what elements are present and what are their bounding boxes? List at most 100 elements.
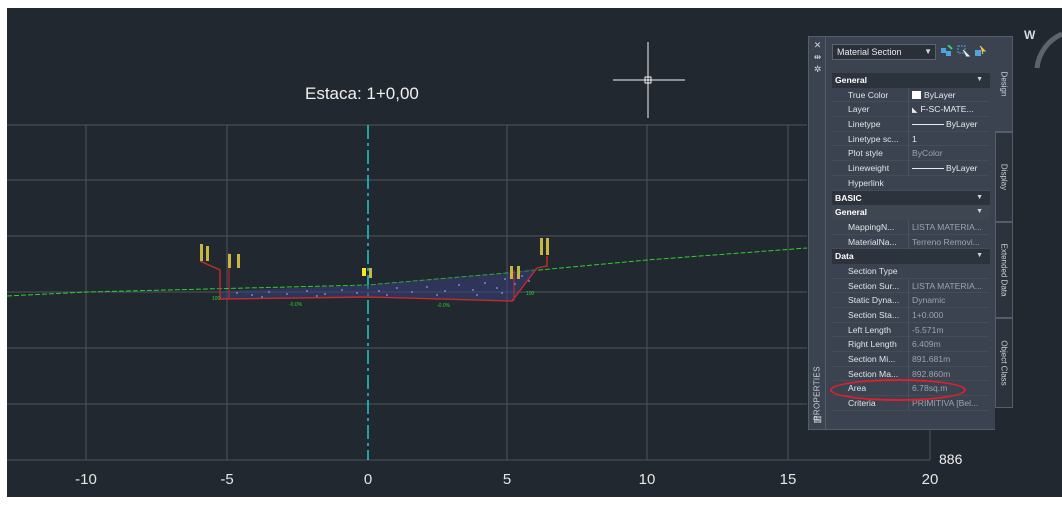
x-tick-label: 5 <box>502 471 512 488</box>
quick-select-icon[interactable] <box>974 45 987 57</box>
svg-text:-0.0%: -0.0% <box>437 303 451 309</box>
property-name: Criteria <box>848 398 876 409</box>
property-row[interactable]: Linetype ByLayer <box>832 117 990 132</box>
design-section <box>199 256 548 302</box>
property-name: Section Sta... <box>848 310 900 320</box>
property-row[interactable]: MappingN... LISTA MATERIA... <box>832 219 990 235</box>
property-value[interactable]: 892.860m <box>908 366 990 382</box>
collapse-chevron-icon[interactable]: ▼ <box>976 76 983 83</box>
pin-icon[interactable]: ⇹ <box>813 53 822 63</box>
property-value[interactable]: ◣ F-SC-MATE... <box>908 102 990 120</box>
property-value[interactable]: 891.681m <box>908 352 990 367</box>
property-name: True Color <box>848 89 889 100</box>
property-row[interactable]: Static Dyna... Dynamic <box>832 293 990 309</box>
category-basic[interactable]: BASIC ▼ <box>832 190 990 206</box>
property-row[interactable]: Left Length -5.571m <box>832 322 990 338</box>
x-tick-label: -10 <box>75 471 97 488</box>
property-row[interactable]: Right Length 6.409m <box>832 337 990 353</box>
collapse-chevron-icon[interactable]: ▼ <box>976 252 983 260</box>
tab-design[interactable]: Design <box>995 36 1013 132</box>
property-row[interactable]: MaterialNa... Terreno Removi... <box>832 234 990 250</box>
property-row[interactable]: Section Sur... LISTA MATERIA... <box>832 278 990 294</box>
collapse-chevron-icon[interactable]: ▼ <box>976 193 983 201</box>
property-value[interactable]: 1 <box>908 131 990 147</box>
property-row[interactable]: Section Type <box>832 264 990 279</box>
x-tick-label: 20 <box>921 471 939 488</box>
tab-object-class[interactable]: Object Class <box>995 318 1013 408</box>
property-value[interactable]: Dynamic <box>908 293 990 309</box>
property-row[interactable]: Lineweight ByLayer <box>832 161 990 176</box>
svg-text:100: 100 <box>212 296 221 302</box>
properties-palette[interactable]: ✕ ⇹ ✲ PROPERTIES ▤ Material Section ▼ Ge… <box>808 36 1013 430</box>
area-highlight-annotation <box>830 379 966 401</box>
collapse-chevron-icon[interactable]: ▼ <box>976 208 983 216</box>
linetype-preview <box>912 124 944 126</box>
property-row[interactable]: Section Sta... 1+0.000 <box>832 308 990 323</box>
crosshair-cursor <box>613 42 685 118</box>
x-tick-label: 15 <box>779 471 797 488</box>
object-type-select[interactable]: Material Section ▼ <box>832 44 936 60</box>
category-general[interactable]: General ▼ <box>832 73 990 88</box>
property-row[interactable]: Hyperlink <box>832 176 990 191</box>
property-row[interactable]: Criteria PRIMITIVA [Bel... <box>832 396 990 411</box>
property-name: Lineweight <box>848 163 890 174</box>
toggle-pickadd-icon[interactable] <box>940 45 953 57</box>
property-name: Static Dyna... <box>848 295 900 306</box>
color-swatch <box>912 91 921 100</box>
property-row[interactable]: Layer ◣ F-SC-MATE... <box>832 102 990 120</box>
property-name: Left Length <box>848 324 892 335</box>
palette-bottom-icon[interactable]: ▤ <box>813 415 822 425</box>
property-value[interactable]: ByLayer <box>908 117 990 132</box>
property-name: Hyperlink <box>848 177 884 188</box>
chevron-down-icon: ▼ <box>924 47 932 56</box>
palette-title-strip[interactable]: ✕ ⇹ ✲ PROPERTIES ▤ <box>808 36 832 430</box>
property-name: Section Sur... <box>848 280 900 291</box>
property-name: Linetype sc... <box>848 133 899 144</box>
palette-body: Material Section ▼ General ▼ True Color B… <box>826 36 995 430</box>
property-value[interactable]: 1+0.000 <box>908 308 990 323</box>
property-value[interactable]: ByLayer <box>908 161 990 176</box>
material-area <box>220 268 537 301</box>
x-tick-label: 10 <box>638 471 656 488</box>
x-tick-label: 0 <box>363 471 373 488</box>
property-row[interactable]: Plot style ByColor <box>832 146 990 162</box>
property-name: MappingN... <box>848 221 895 232</box>
tab-display[interactable]: Display <box>995 132 1013 222</box>
property-value[interactable]: ByLayer <box>908 87 990 103</box>
property-value[interactable]: 6.409m <box>908 337 990 353</box>
property-value[interactable]: -5.571m <box>908 322 990 338</box>
property-value[interactable]: LISTA MATERIA... <box>908 278 990 294</box>
svg-text:100: 100 <box>526 291 535 297</box>
property-value[interactable]: Terreno Removi... <box>908 234 990 250</box>
svg-text:-0.0%: -0.0% <box>289 302 303 308</box>
property-value[interactable]: ByColor <box>908 146 990 162</box>
property-name: Plot style <box>848 148 883 159</box>
cross-section-drawing[interactable]: 100 -0.0% -0.0% 100 <box>7 8 1062 497</box>
lineweight-preview <box>912 168 944 170</box>
settings-icon[interactable]: ✲ <box>813 65 822 75</box>
category-data[interactable]: Data ▼ <box>832 249 990 264</box>
property-row[interactable]: Section Mi... 891.681m <box>832 352 990 367</box>
property-name: Layer <box>848 104 870 115</box>
material-dots <box>236 275 530 298</box>
annotation-markers: 100 -0.0% -0.0% 100 <box>200 238 549 309</box>
property-value[interactable]: PRIMITIVA [Bel... <box>908 396 990 411</box>
category-general-basic[interactable]: General ▼ <box>832 205 990 220</box>
property-row[interactable]: True Color ByLayer <box>832 87 990 103</box>
x-tick-label: -5 <box>220 471 234 488</box>
property-name: Section Mi... <box>848 354 896 365</box>
layer-icon: ◣ <box>912 107 918 115</box>
elevation-label: 886 <box>939 451 963 467</box>
tab-extended-data[interactable]: Extended Data <box>995 222 1013 318</box>
property-row[interactable]: Linetype sc... 1 <box>832 131 990 147</box>
property-name: Section Type <box>848 265 898 276</box>
property-value[interactable]: LISTA MATERIA... <box>908 219 990 235</box>
property-name: Right Length <box>848 339 897 350</box>
property-list: General ▼ True Color ByLayer Layer ◣ F-SC-… <box>832 73 990 411</box>
viewcube-ring <box>1034 31 1062 69</box>
select-objects-icon[interactable] <box>957 45 970 57</box>
close-icon[interactable]: ✕ <box>813 41 822 51</box>
property-name: Linetype <box>848 119 881 130</box>
station-label: Estaca: 1+0,00 <box>305 84 419 103</box>
viewcube-west-label[interactable]: W <box>1024 28 1036 42</box>
